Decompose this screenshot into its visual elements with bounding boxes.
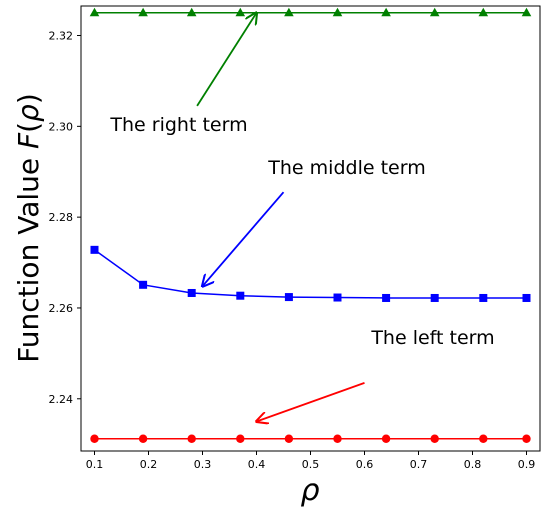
x-tick-label: 0.8 [464, 458, 482, 471]
x-tick-label: 0.5 [302, 458, 320, 471]
annotation-arrow [196, 13, 256, 107]
y-axis-title: Function Value F(ρ) [12, 93, 45, 363]
x-axis-title: ρ [300, 473, 319, 508]
square-marker [139, 280, 148, 289]
triangle-marker [284, 7, 294, 17]
annotation-arrow [203, 191, 285, 286]
x-tick-label: 0.9 [518, 458, 536, 471]
annotation-label: The right term [109, 114, 247, 136]
annotation-label: The middle term [267, 157, 425, 179]
circle-marker [187, 434, 196, 443]
y-tick-label: 2.24 [49, 393, 74, 406]
annotations: The right term The middle term The left te… [109, 13, 495, 422]
square-marker [430, 293, 439, 302]
circle-marker [236, 434, 245, 443]
triangle-marker [138, 7, 148, 17]
y-tick-label: 2.32 [49, 30, 74, 43]
y-axis-title-func: F [12, 132, 45, 149]
x-tick-label: 0.7 [410, 458, 428, 471]
circle-marker [333, 434, 342, 443]
x-axis: 0.1 0.2 0.3 0.4 0.5 0.6 0.7 0.8 0.9 [86, 451, 536, 471]
triangle-marker [478, 7, 489, 17]
triangle-marker [381, 7, 391, 17]
triangle-marker [186, 7, 197, 17]
circle-marker [381, 434, 391, 443]
y-axis-title-var: ρ [12, 104, 45, 122]
x-tick-label: 0.1 [86, 458, 104, 471]
square-marker [382, 293, 391, 302]
y-tick-label: 2.28 [49, 211, 74, 224]
triangle-marker [332, 7, 343, 17]
y-tick-label: 2.26 [49, 302, 74, 315]
circle-marker [479, 434, 488, 443]
circle-marker [138, 434, 148, 443]
triangle-marker [89, 7, 100, 17]
x-tick-label: 0.3 [194, 458, 212, 471]
triangle-marker [235, 7, 246, 17]
triangle-marker [521, 7, 532, 17]
square-marker [284, 293, 293, 302]
circle-marker [522, 434, 531, 443]
series-line [94, 249, 527, 299]
circle-marker [430, 434, 439, 443]
square-marker [236, 291, 245, 300]
y-tick-label: 2.30 [49, 120, 74, 133]
triangle-marker [429, 7, 440, 17]
square-marker [187, 288, 196, 297]
square-marker [333, 293, 342, 302]
square-marker [479, 293, 488, 302]
x-tick-label: 0.2 [140, 458, 158, 471]
plot-frame [80, 5, 541, 452]
plot-content [89, 7, 532, 443]
x-tick-label: 0.4 [248, 458, 266, 471]
x-tick-label: 0.6 [356, 458, 374, 471]
circle-marker [90, 434, 99, 443]
y-axis: 2.24 2.26 2.28 2.30 2.32 [49, 30, 81, 406]
annotation-arrow [257, 382, 365, 422]
circle-marker [284, 434, 294, 443]
square-marker [90, 245, 99, 254]
square-marker [522, 293, 531, 302]
annotation-label: The left term [370, 327, 494, 349]
